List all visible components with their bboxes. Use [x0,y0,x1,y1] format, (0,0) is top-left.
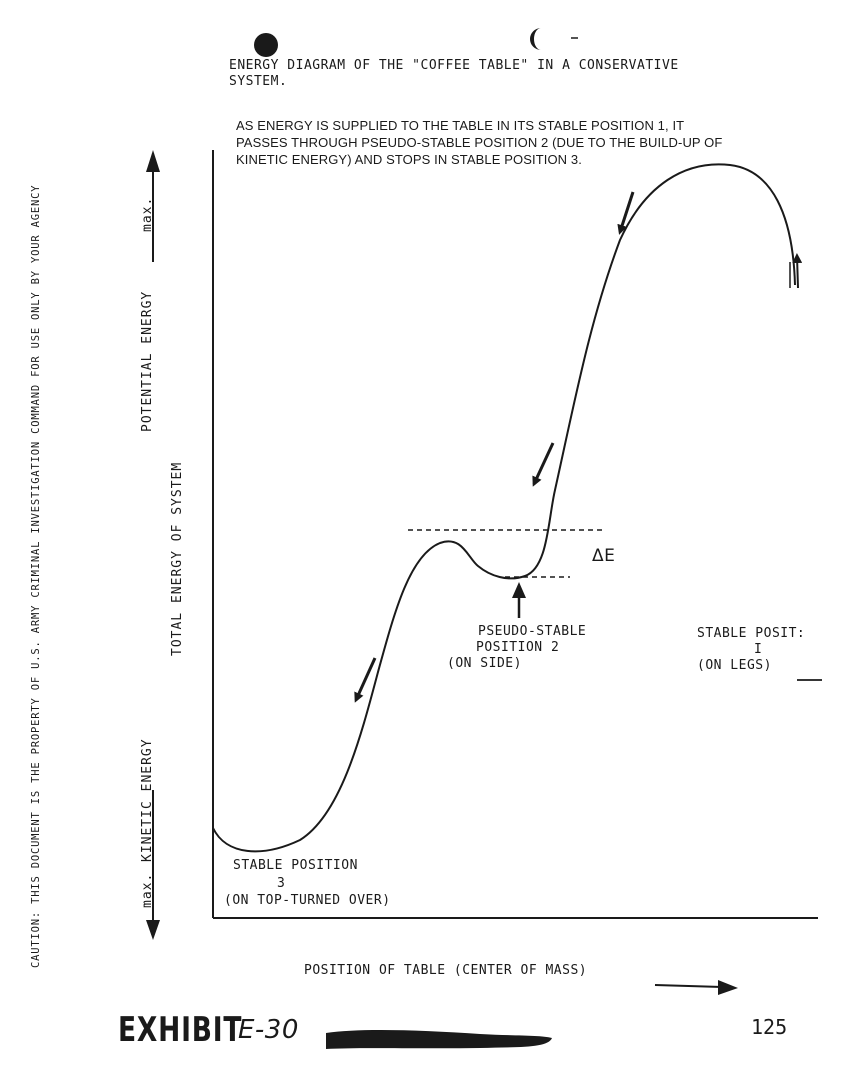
description-line1: AS ENERGY IS SUPPLIED TO THE TABLE IN IT… [236,118,685,133]
curve-arrow-upper [617,191,635,235]
energy-curve [212,163,796,853]
side-caption: CAUTION: THIS DOCUMENT IS THE PROPERTY O… [30,184,42,968]
stable-position-3-label-2: 3 [277,876,286,891]
stable-position-3-label-1: STABLE POSITION [233,858,358,873]
stable-position-1-label-1: STABLE POSIT: [697,626,806,641]
diagram-title-line1: ENERGY DIAGRAM OF THE "COFFEE TABLE" IN … [229,58,679,73]
delta-e-label: ΔE [592,546,616,566]
description-line3: KINETIC ENERGY) AND STOPS IN STABLE POSI… [236,152,582,167]
kinetic-max-label: max. [140,872,155,908]
curve-arrow-lower [354,657,377,703]
potential-arrow-head [146,150,160,172]
kinetic-energy-label: KINETIC ENERGY [140,738,155,862]
curve-arrow-start [792,253,803,289]
exhibit-stamp: EXHIBIT [118,1010,243,1050]
kinetic-arrow-head [146,920,160,940]
stable-position-3-label-3: (ON TOP-TURNED OVER) [224,893,391,908]
binder-hole-left [254,33,278,57]
stable-position-1-label-3: (ON LEGS) [697,658,772,673]
x-axis-label: POSITION OF TABLE (CENTER OF MASS) [304,963,588,978]
pseudo-stable-label-1: PSEUDO-STABLE [478,624,587,639]
potential-max-label: max. [140,196,155,232]
potential-energy-label: POTENTIAL ENERGY [140,290,155,432]
total-energy-label: TOTAL ENERGY OF SYSTEM [170,461,185,656]
diagram-title-line2: SYSTEM. [229,74,288,89]
x-direction-arrow [654,984,723,988]
exhibit-number: E-30 [238,1015,299,1045]
pseudo-stable-label-3: (ON SIDE) [447,656,522,671]
stable-position-1-label-2: I [754,642,763,657]
description-line2: PASSES THROUGH PSEUDO-STABLE POSITION 2 … [236,135,723,150]
redaction-bar [326,1030,552,1049]
curve-arrow-middle [532,442,555,487]
pseudo-stable-label-2: POSITION 2 [476,640,560,655]
page-number: 125 [751,1015,788,1039]
binder-hole-right [530,28,541,50]
